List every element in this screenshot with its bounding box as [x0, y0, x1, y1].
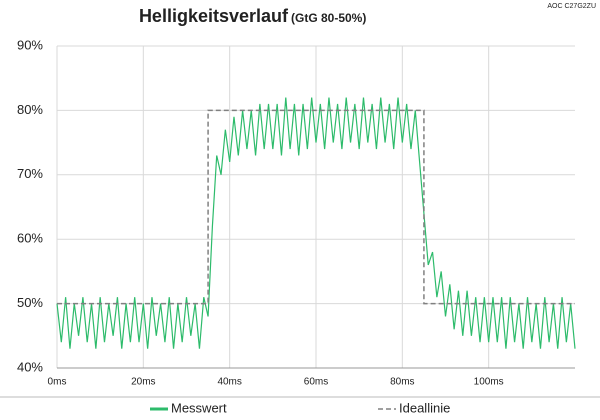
x-tick-label: 80ms — [390, 377, 414, 388]
legend-label: Messwert — [171, 400, 227, 415]
y-tick-label: 60% — [17, 231, 43, 246]
chart-subtitle: (GtG 80-50%) — [291, 11, 366, 25]
y-tick-label: 50% — [17, 295, 43, 310]
y-tick-label: 90% — [17, 37, 43, 52]
y-tick-label: 40% — [17, 359, 43, 374]
legend-label: Ideallinie — [399, 400, 450, 415]
series-line — [56, 97, 576, 349]
x-tick-label: 60ms — [304, 377, 328, 388]
x-tick-label: 0ms — [48, 377, 67, 388]
x-tick-label: 40ms — [217, 377, 241, 388]
y-tick-label: 70% — [17, 166, 43, 181]
y-tick-label: 80% — [17, 102, 43, 117]
x-tick-label: 100ms — [474, 377, 504, 388]
annotation: AOC C27G2ZU — [547, 3, 596, 10]
chart-title: Helligkeitsverlauf — [139, 6, 289, 26]
series-line — [57, 109, 575, 305]
x-tick-label: 20ms — [131, 377, 155, 388]
